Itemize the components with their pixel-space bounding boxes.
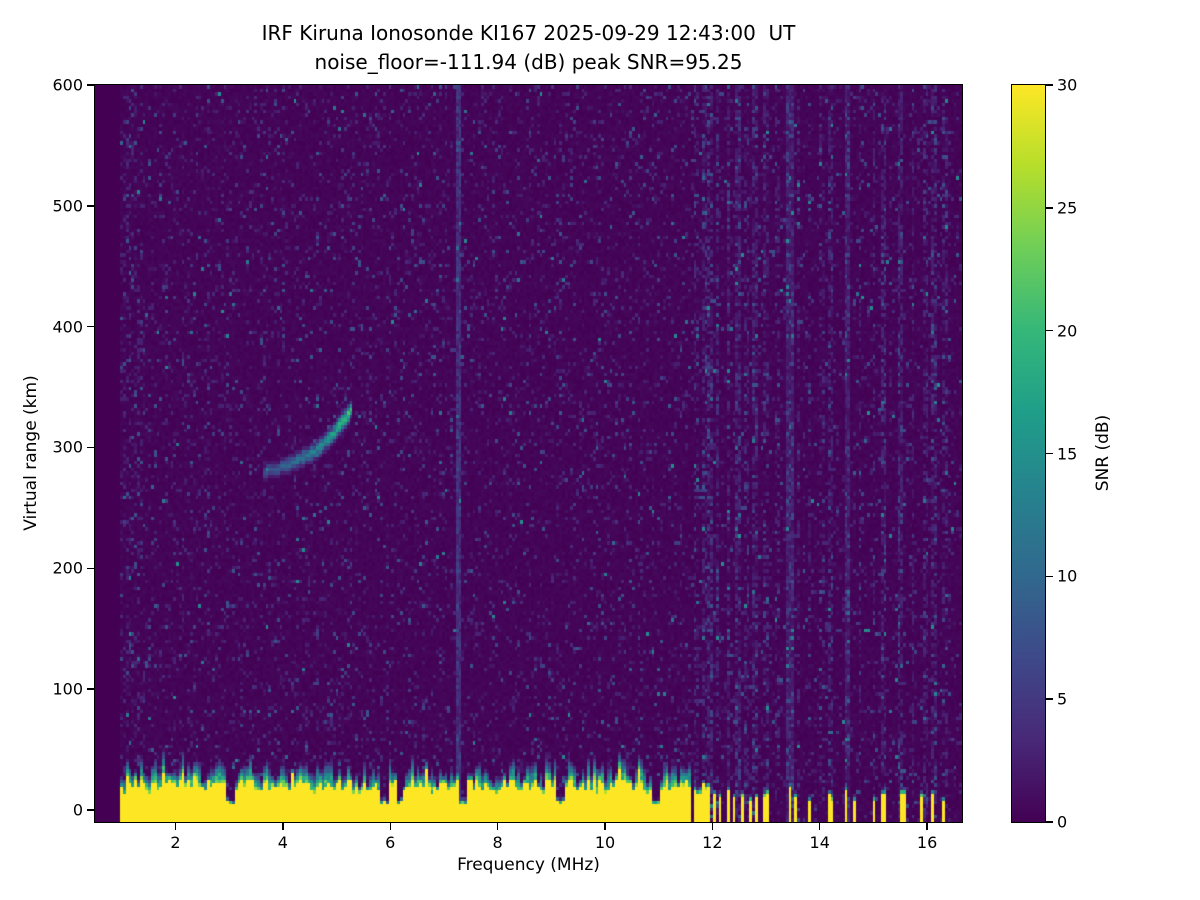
colorbar-tick-label: 30 [1057, 75, 1078, 95]
x-tick-label: 2 [170, 833, 181, 852]
x-tick-label: 14 [809, 833, 830, 852]
chart-title-line1: IRF Kiruna Ionosonde KI167 2025-09-29 12… [261, 21, 796, 45]
x-tick-label: 10 [594, 833, 616, 852]
x-tick-mark [604, 823, 606, 830]
colorbar-tick-mark [1046, 207, 1053, 209]
colorbar-tick-mark [1046, 452, 1053, 455]
x-tick-mark [282, 823, 284, 830]
colorbar-tick-label: 20 [1057, 321, 1078, 341]
colorbar-label: SNR (dB) [1093, 414, 1113, 492]
colorbar-tick-label: 0 [1057, 812, 1068, 832]
y-tick-label: 300 [52, 437, 83, 457]
x-axis-label: Frequency (MHz) [457, 855, 600, 875]
x-tick-label: 8 [492, 833, 503, 852]
colorbar-tick-mark [1046, 329, 1053, 332]
colorbar-tick-label: 15 [1057, 444, 1078, 463]
colorbar [1011, 84, 1046, 823]
colorbar-tick-label: 10 [1057, 566, 1078, 586]
x-tick-label: 6 [385, 833, 396, 852]
x-tick-mark [711, 823, 714, 830]
colorbar-tick-mark [1046, 575, 1053, 578]
y-tick-mark [87, 688, 94, 690]
x-tick-label: 16 [916, 833, 938, 852]
colorbar-tick-mark [1046, 821, 1053, 823]
x-tick-mark [496, 823, 499, 830]
colorbar-tick-label: 5 [1057, 689, 1068, 709]
x-tick-mark [818, 823, 821, 830]
x-tick-label: 12 [702, 833, 723, 852]
y-tick-label: 600 [52, 75, 83, 95]
x-tick-mark [926, 823, 928, 830]
y-tick-mark [87, 567, 94, 570]
y-tick-mark [87, 446, 94, 449]
chart-title: IRF Kiruna Ionosonde KI167 2025-09-29 12… [95, 19, 962, 77]
x-tick-mark [389, 823, 391, 830]
y-tick-label: 500 [52, 196, 83, 216]
y-axis-label: Virtual range (km) [21, 375, 41, 531]
x-tick-label: 4 [277, 833, 288, 852]
y-tick-mark [87, 205, 94, 207]
y-tick-mark [87, 809, 94, 811]
colorbar-tick-mark [1046, 698, 1053, 700]
colorbar-tick-mark [1046, 84, 1053, 86]
x-tick-mark [174, 823, 177, 830]
y-tick-mark [87, 84, 94, 86]
y-tick-label: 100 [52, 679, 83, 699]
y-tick-label: 0 [72, 800, 83, 820]
y-tick-label: 200 [52, 558, 83, 578]
chart-title-line2: noise_floor=-111.94 (dB) peak SNR=95.25 [314, 50, 743, 74]
y-tick-label: 400 [52, 317, 83, 337]
heatmap-canvas [95, 85, 962, 822]
plot-area [94, 84, 963, 823]
colorbar-tick-label: 25 [1057, 198, 1078, 218]
y-tick-mark [87, 325, 94, 328]
